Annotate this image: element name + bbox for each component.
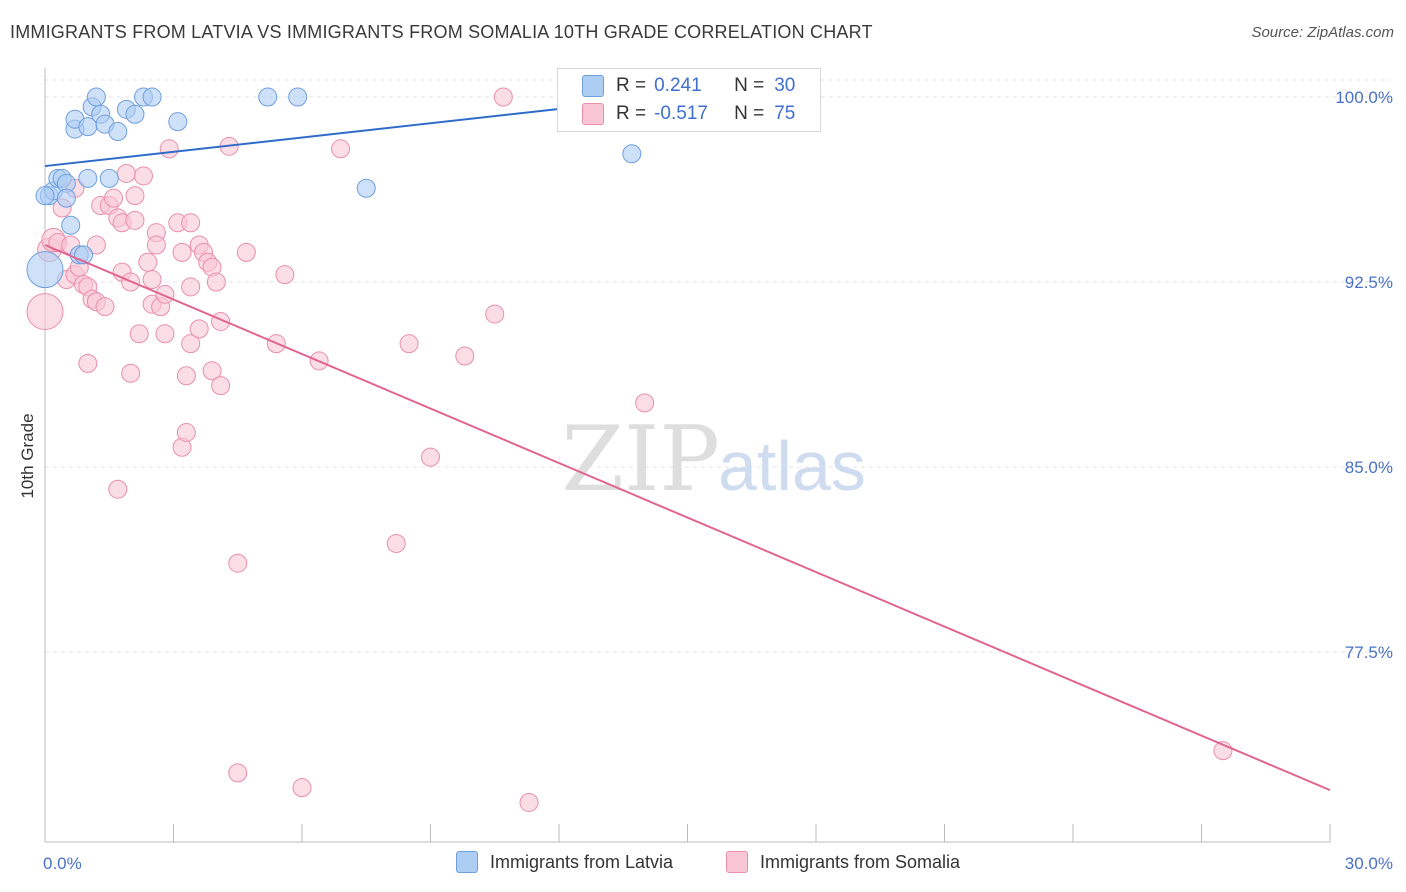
latvia-point bbox=[86, 87, 106, 107]
n-value: 30 bbox=[774, 75, 796, 96]
n-label: N = bbox=[734, 75, 765, 96]
latvia-point bbox=[35, 186, 55, 206]
somalia-point bbox=[159, 139, 179, 159]
somalia-point bbox=[228, 553, 248, 573]
somalia-point bbox=[635, 393, 655, 413]
legend-row-somalia: R = -0.517 N = 75 bbox=[582, 101, 795, 127]
latvia-point bbox=[99, 168, 119, 188]
watermark-zip: ZIP bbox=[561, 407, 720, 512]
somalia-point bbox=[138, 252, 158, 272]
somalia-point bbox=[206, 272, 226, 292]
r-label: R = bbox=[616, 103, 647, 124]
somalia-point bbox=[78, 353, 98, 373]
somalia-point bbox=[104, 188, 124, 208]
somalia-point bbox=[121, 363, 141, 383]
somalia-point bbox=[292, 778, 312, 798]
somalia-point bbox=[399, 334, 419, 354]
y-tick-label: 85.0% bbox=[1345, 458, 1393, 477]
latvia-point bbox=[78, 168, 98, 188]
x-tick-label: 0.0% bbox=[43, 854, 82, 873]
somalia-point bbox=[455, 346, 475, 366]
somalia-point bbox=[211, 376, 231, 396]
somalia-point bbox=[275, 265, 295, 285]
n-value: 75 bbox=[774, 103, 796, 124]
latvia-point bbox=[622, 144, 642, 164]
latvia-point bbox=[56, 188, 76, 208]
somalia-point bbox=[189, 319, 209, 339]
latvia-legend-label: Immigrants from Latvia bbox=[490, 851, 674, 872]
somalia-point bbox=[386, 533, 406, 553]
somalia-point bbox=[176, 422, 196, 442]
somalia-point bbox=[142, 270, 162, 290]
somalia-point bbox=[146, 235, 166, 255]
somalia-point bbox=[116, 163, 136, 183]
latvia-swatch bbox=[582, 75, 604, 97]
somalia-legend-label: Immigrants from Somalia bbox=[760, 851, 961, 872]
somalia-trend-line bbox=[44, 244, 1331, 792]
y-axis-title: 10th Grade bbox=[18, 413, 37, 498]
legend-row-latvia: R = 0.241 N = 30 bbox=[582, 73, 795, 99]
somalia-point bbox=[236, 242, 256, 262]
somalia-legend-swatch bbox=[726, 851, 748, 873]
somalia-point bbox=[485, 304, 505, 324]
somalia-point bbox=[181, 334, 201, 354]
n-label: N = bbox=[734, 103, 765, 124]
somalia-point bbox=[172, 242, 192, 262]
somalia-point bbox=[129, 324, 149, 344]
somalia-point bbox=[181, 213, 201, 233]
y-tick-label: 100.0% bbox=[1335, 88, 1393, 107]
chart-title: IMMIGRANTS FROM LATVIA VS IMMIGRANTS FRO… bbox=[10, 22, 873, 42]
somalia-point bbox=[181, 277, 201, 297]
latvia-point bbox=[125, 104, 145, 124]
somalia-point bbox=[202, 361, 222, 381]
legend-item-latvia[interactable]: Immigrants from Latvia bbox=[456, 851, 673, 873]
y-tick-label: 92.5% bbox=[1345, 273, 1393, 292]
correlation-legend: R = 0.241 N = 30 R = -0.517 N = 75 bbox=[557, 68, 821, 132]
somalia-point bbox=[519, 792, 539, 812]
somalia-point bbox=[155, 284, 175, 304]
latvia-point bbox=[168, 112, 188, 132]
latvia-point bbox=[26, 251, 64, 289]
somalia-point bbox=[155, 324, 175, 344]
tick-labels: 100.0% 92.5% 85.0% 77.5% 0.0% 30.0% bbox=[43, 88, 1393, 873]
somalia-point bbox=[26, 293, 64, 331]
y-tick-label: 77.5% bbox=[1345, 643, 1393, 662]
series-legend: Immigrants from Latvia Immigrants from S… bbox=[0, 851, 1406, 877]
watermark-atlas: atlas bbox=[718, 427, 866, 505]
somalia-point bbox=[95, 297, 115, 317]
latvia-point bbox=[108, 122, 128, 142]
somalia-point bbox=[108, 479, 128, 499]
latvia-point bbox=[142, 87, 162, 107]
r-label: R = bbox=[616, 75, 647, 96]
r-value: -0.517 bbox=[654, 103, 708, 124]
latvia-legend-swatch bbox=[456, 851, 478, 873]
somalia-point bbox=[134, 166, 154, 186]
source-credit: Source: ZipAtlas.com bbox=[1251, 24, 1394, 41]
somalia-point bbox=[125, 186, 145, 206]
latvia-point bbox=[61, 215, 81, 235]
somalia-point bbox=[86, 235, 106, 255]
somalia-point bbox=[331, 139, 351, 159]
somalia-point bbox=[228, 763, 248, 783]
somalia-point bbox=[125, 210, 145, 230]
latvia-point bbox=[258, 87, 278, 107]
latvia-points bbox=[26, 87, 642, 289]
latvia-point bbox=[356, 178, 376, 198]
latvia-point bbox=[288, 87, 308, 107]
r-value: 0.241 bbox=[654, 75, 702, 96]
somalia-points bbox=[26, 87, 1233, 812]
legend-item-somalia[interactable]: Immigrants from Somalia bbox=[726, 851, 960, 873]
somalia-point bbox=[176, 366, 196, 386]
somalia-point bbox=[493, 87, 513, 107]
somalia-point bbox=[421, 447, 440, 467]
somalia-swatch bbox=[582, 103, 604, 125]
x-tick-label: 30.0% bbox=[1345, 854, 1393, 873]
